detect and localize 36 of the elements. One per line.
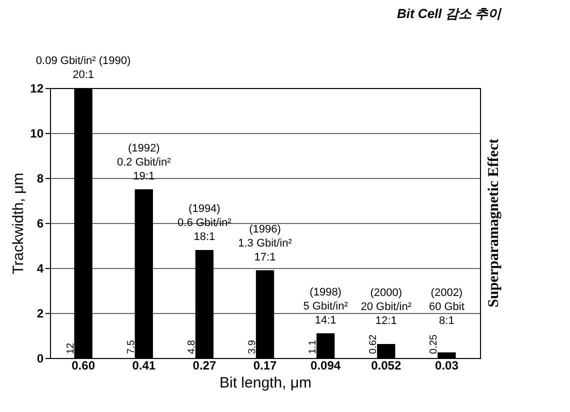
x-tick-label: 0.41 xyxy=(132,358,156,372)
x-tick-label: 0.27 xyxy=(192,358,216,372)
annotation: (2000) 20 Gbit/in² 12:1 xyxy=(360,287,412,327)
bar xyxy=(438,352,456,358)
y-tick-label: 4 xyxy=(36,262,44,276)
x-tick-label: 0.60 xyxy=(72,358,96,372)
y-tick-label: 10 xyxy=(30,126,44,140)
data-label: 12 xyxy=(65,342,76,354)
x-tick-label: 0.03 xyxy=(435,358,459,372)
data-label: 1.1 xyxy=(308,340,319,354)
y-tick-label: 8 xyxy=(36,172,44,186)
bar xyxy=(134,189,153,358)
y-tick-label: 0 xyxy=(36,352,44,366)
y-tick-label: 6 xyxy=(36,216,44,230)
bar xyxy=(377,344,396,358)
bar xyxy=(316,333,335,358)
text: Superparamagnetic Effect xyxy=(486,138,502,308)
annotation: (2002) 60 Gbit 8:1 xyxy=(428,287,464,327)
y-axis-title: Trackwidth, μm xyxy=(10,172,28,274)
data-label: 3.9 xyxy=(247,340,258,354)
x-tick-label: 0.094 xyxy=(310,358,341,372)
y-tick-label: 12 xyxy=(30,82,44,96)
annotation: (1996) 1.3 Gbit/in² 17:1 xyxy=(238,223,292,264)
bar xyxy=(256,270,274,358)
data-label: 7.5 xyxy=(126,340,137,354)
data-label: 0.62 xyxy=(368,334,380,354)
data-label: 4.8 xyxy=(186,340,198,354)
data-label: 0.25 xyxy=(428,334,440,354)
annotation: 0.09 Gbit/in² (1990) 20:1 xyxy=(36,55,131,81)
y-tick-label: 2 xyxy=(36,306,44,320)
chart-title: Bit Cell 감소 추이 xyxy=(396,6,502,21)
bar xyxy=(195,250,214,358)
x-tick-label: 0.052 xyxy=(371,358,402,372)
x-tick-label: 0.17 xyxy=(253,358,277,372)
annotation: (1998) 5 Gbit/in² 14:1 xyxy=(303,286,348,326)
x-axis-title: Bit length, μm xyxy=(219,374,312,392)
